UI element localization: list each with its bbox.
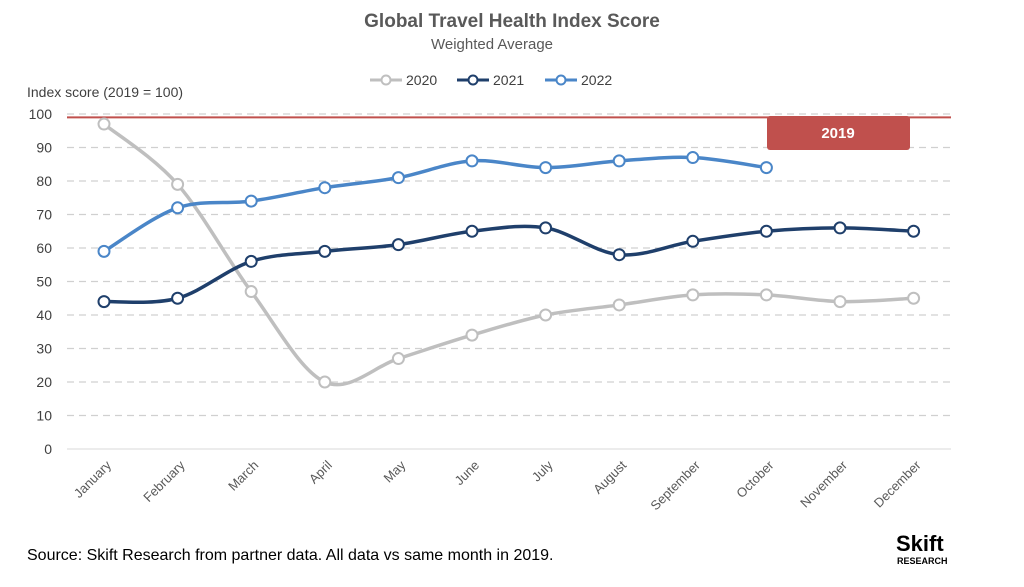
data-point-2020 [97,117,111,131]
data-point-2022 [612,154,626,168]
legend: 2020 2021 2022 [370,72,612,88]
legend-label-2022: 2022 [581,72,612,88]
data-point-2022 [244,194,258,208]
data-point-2021 [539,221,553,235]
source-note: Source: Skift Research from partner data… [27,547,553,564]
data-point-2020 [759,288,773,302]
x-tick-label: November [797,457,850,510]
y-tick-label: 0 [44,441,52,457]
legend-label-2021: 2021 [493,72,524,88]
data-point-2020 [539,308,553,322]
data-point-2021 [907,224,921,238]
chart-subtitle: Weighted Average [431,36,553,53]
x-tick-label: April [306,457,335,486]
data-point-2022 [465,154,479,168]
data-point-2020 [171,177,185,191]
data-point-2020 [612,298,626,312]
data-point-2020 [318,375,332,389]
x-tick-label: July [529,457,556,484]
x-tick-label: September [647,457,703,513]
y-axis-ticks: 0 10 20 30 40 50 60 70 80 90 100 [29,106,53,457]
chart-title: Global Travel Health Index Score [364,11,660,32]
data-point-2021 [391,238,405,252]
data-point-2021 [759,224,773,238]
data-point-2021 [97,295,111,309]
y-tick-label: 80 [36,173,52,189]
data-point-2020 [907,291,921,305]
data-point-2022 [97,244,111,258]
data-point-2020 [465,328,479,342]
y-tick-label: 90 [36,140,52,156]
y-tick-label: 70 [36,207,52,223]
legend-marker-2022 [555,74,567,86]
logo-text: Skift [896,531,944,556]
y-axis-label: Index score (2019 = 100) [27,84,183,100]
data-point-2020 [833,295,847,309]
data-point-2021 [244,254,258,268]
y-tick-label: 10 [36,408,52,424]
y-tick-label: 30 [36,341,52,357]
data-point-2021 [833,221,847,235]
reference-line-group: 2019 [67,116,951,150]
series-group [97,117,921,389]
y-tick-label: 40 [36,307,52,323]
reference-label: 2019 [821,125,854,142]
skift-logo: Skift RESEARCH [896,531,948,566]
x-tick-label: January [71,457,115,501]
data-point-2020 [244,285,258,299]
data-point-2022 [318,181,332,195]
x-tick-label: March [225,458,261,494]
y-tick-label: 100 [29,106,53,122]
y-tick-label: 20 [36,374,52,390]
data-point-2022 [686,151,700,165]
data-point-2022 [539,161,553,175]
data-point-2022 [391,171,405,185]
series-line-2022 [103,155,767,253]
data-point-2021 [171,291,185,305]
series-line-2021 [103,224,914,304]
data-point-2021 [318,244,332,258]
logo-subtext: RESEARCH [897,556,948,566]
x-tick-label: August [590,457,629,496]
legend-label-2020: 2020 [406,72,437,88]
data-point-2020 [686,288,700,302]
x-tick-label: June [452,458,483,489]
x-axis-ticks: January February March April May June July Augu… [71,457,924,513]
y-tick-label: 50 [36,274,52,290]
x-tick-label: May [381,457,409,485]
data-point-2021 [686,234,700,248]
legend-marker-2020 [380,74,392,86]
data-point-2022 [759,161,773,175]
x-tick-label: December [871,457,924,510]
y-tick-label: 60 [36,240,52,256]
reference-label-box [767,116,910,150]
data-point-2020 [391,352,405,366]
x-tick-label: February [140,457,188,505]
legend-marker-2021 [467,74,479,86]
x-tick-label: October [733,457,777,501]
data-point-2021 [465,224,479,238]
data-point-2021 [612,248,626,262]
data-point-2022 [171,201,185,215]
